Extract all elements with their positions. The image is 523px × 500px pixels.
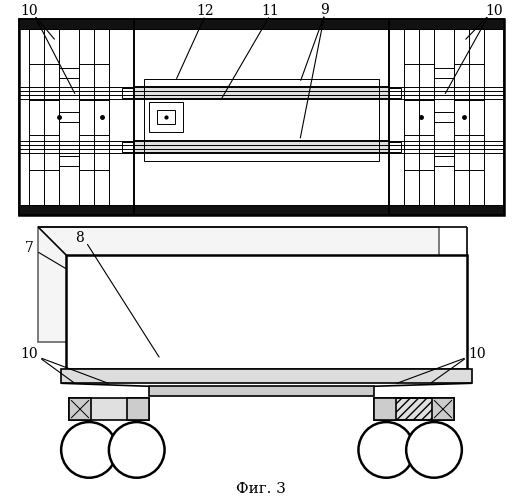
Bar	[144, 79, 379, 160]
Bar	[19, 20, 504, 215]
Bar	[134, 87, 389, 99]
Bar	[454, 30, 484, 206]
Bar	[69, 398, 149, 420]
Bar	[127, 398, 149, 420]
Bar	[69, 398, 91, 420]
Bar	[149, 386, 374, 396]
Circle shape	[358, 422, 414, 478]
Bar	[394, 398, 434, 420]
Text: 12: 12	[197, 4, 214, 18]
Circle shape	[61, 422, 117, 478]
Bar	[66, 255, 467, 370]
Circle shape	[406, 422, 462, 478]
Bar	[389, 88, 401, 98]
Text: 9: 9	[320, 4, 329, 18]
Bar	[122, 142, 134, 152]
Bar	[389, 142, 401, 152]
Bar	[19, 206, 504, 215]
Text: 10: 10	[20, 4, 38, 18]
Text: 11: 11	[261, 4, 279, 18]
Bar	[59, 112, 79, 122]
Bar	[389, 20, 504, 215]
Bar	[434, 112, 454, 122]
Bar	[19, 20, 134, 215]
Bar	[434, 68, 454, 78]
Bar	[134, 140, 389, 152]
Text: 10: 10	[468, 348, 485, 362]
Bar	[59, 156, 79, 166]
Bar	[79, 30, 109, 206]
Circle shape	[109, 422, 165, 478]
Bar	[374, 398, 454, 420]
Text: Фиг. 3: Фиг. 3	[236, 482, 286, 496]
Bar	[374, 398, 396, 420]
Text: 8: 8	[75, 231, 84, 245]
Text: 10: 10	[20, 348, 38, 362]
Bar	[134, 20, 389, 215]
Bar	[122, 88, 134, 98]
Bar	[156, 110, 176, 124]
Bar	[38, 227, 439, 342]
Bar	[149, 102, 184, 132]
Text: 10: 10	[485, 4, 503, 18]
Bar	[432, 398, 454, 420]
Bar	[61, 370, 472, 384]
Bar	[59, 68, 79, 78]
Text: 7: 7	[25, 241, 34, 255]
Bar	[434, 156, 454, 166]
Bar	[19, 20, 504, 30]
Bar	[29, 30, 59, 206]
Bar	[404, 30, 434, 206]
